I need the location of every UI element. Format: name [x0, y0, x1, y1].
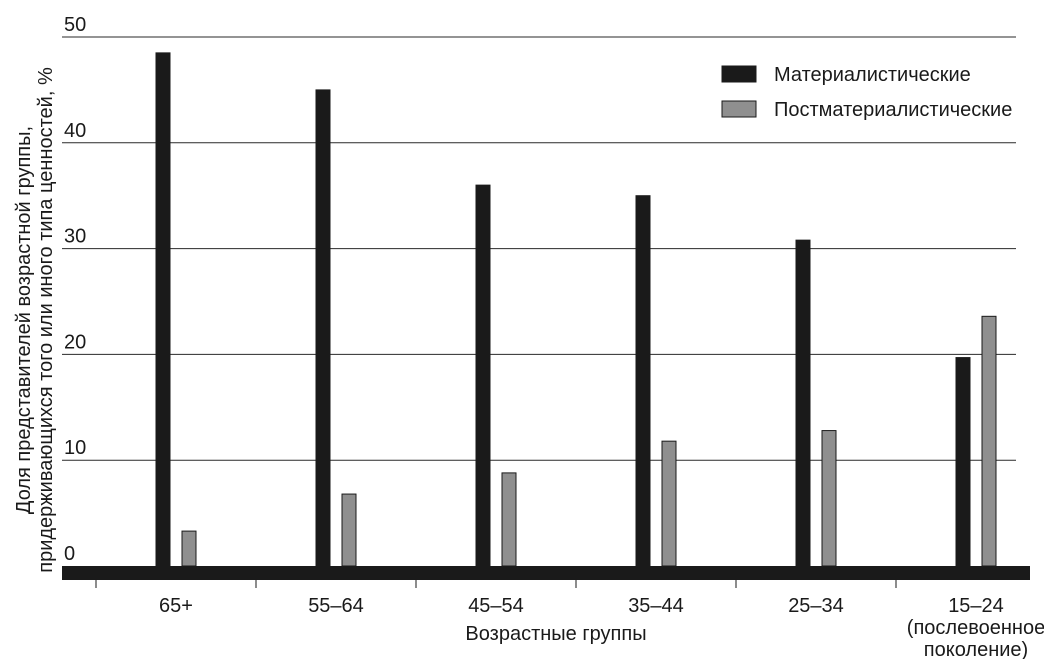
- y-tick-labels: 0 10 20 30 40 50: [64, 14, 86, 565]
- bar-materialist-3: [635, 195, 651, 567]
- y-tick-label-50: 50: [64, 14, 86, 36]
- y-tick-label-10: 10: [64, 437, 86, 459]
- x-category-label-5-line-0: 15–24: [948, 595, 1004, 617]
- x-category-label-3-line-0: 35–44: [628, 595, 684, 617]
- y-tick-label-30: 30: [64, 226, 86, 248]
- legend-label-materialist: Материалистические: [774, 64, 971, 86]
- y-tick-label-20: 20: [64, 331, 86, 353]
- y-axis-label-line-1: Доля представителей возрастной группы,: [13, 126, 35, 514]
- x-category-label-5-line-2: поколение): [924, 639, 1028, 659]
- bar-materialist-1: [315, 89, 331, 567]
- x-category-label-0-line-0: 65+: [159, 595, 193, 617]
- bar-postmaterialist-4: [821, 430, 837, 567]
- legend-label-postmaterialist: Постматериалистические: [774, 99, 1012, 121]
- bar-postmaterialist-1: [341, 493, 357, 567]
- bar-materialist-0: [155, 52, 171, 567]
- y-axis-label-line-2: придерживающихся того или иного типа цен…: [35, 67, 57, 573]
- legend-swatch-materialist: [721, 65, 757, 83]
- x-axis-baseline: [62, 566, 1030, 588]
- legend: Материалистические Постматериалистически…: [721, 64, 1012, 121]
- bar-postmaterialist-5: [981, 315, 997, 567]
- x-category-label-2-line-0: 45–54: [468, 595, 524, 617]
- bar-postmaterialist-0: [181, 530, 197, 567]
- bar-materialist-4: [795, 239, 811, 567]
- y-axis-label: Доля представителей возрастной группы, п…: [13, 67, 57, 573]
- legend-swatch-postmaterialist: [721, 100, 757, 118]
- x-category-label-5-line-1: (послевоенное: [907, 617, 1044, 639]
- baseline-band: [62, 566, 1030, 580]
- bar-postmaterialist-3: [661, 440, 677, 567]
- x-category-label-1-line-0: 55–64: [308, 595, 364, 617]
- bar-materialist-2: [475, 184, 491, 567]
- bar-materialist-5: [955, 357, 971, 567]
- gridlines: [62, 36, 1016, 461]
- x-category-label-4-line-0: 25–34: [788, 595, 844, 617]
- bar-postmaterialist-2: [501, 472, 517, 567]
- x-axis-label: Возрастные группы: [465, 623, 646, 645]
- y-tick-label-0: 0: [64, 543, 75, 565]
- y-tick-label-40: 40: [64, 120, 86, 142]
- x-category-labels: 65+ 55–64 45–54 35–44 25–34 15–24(послевоенно…: [159, 595, 1044, 659]
- bars: [155, 52, 997, 567]
